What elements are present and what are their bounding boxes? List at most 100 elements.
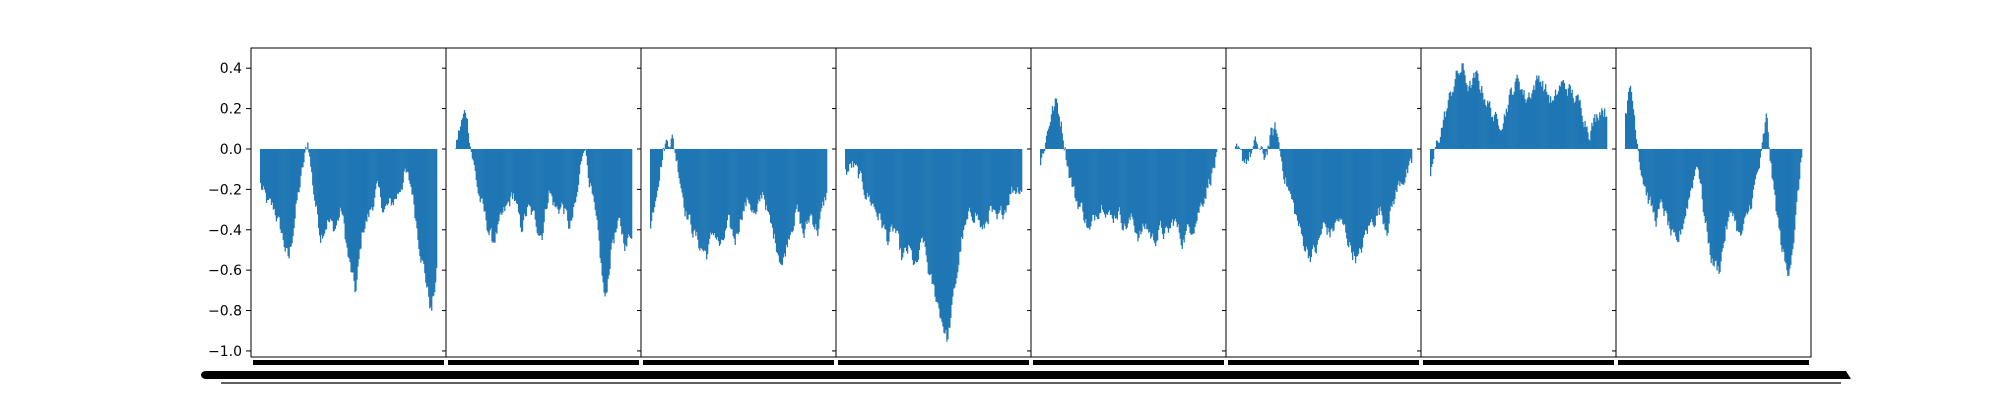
bar xyxy=(950,148,952,318)
bar xyxy=(846,148,849,172)
bar xyxy=(1443,111,1446,149)
bar xyxy=(1441,127,1444,149)
bar xyxy=(481,148,483,199)
bar xyxy=(961,148,963,238)
bar xyxy=(1530,98,1532,149)
bar xyxy=(1188,148,1190,227)
bar xyxy=(617,148,619,221)
bar xyxy=(1104,148,1107,218)
bar xyxy=(1249,148,1252,158)
bar xyxy=(1374,148,1376,226)
bar xyxy=(1799,148,1801,180)
bar xyxy=(1357,148,1360,254)
bar xyxy=(1100,148,1103,205)
bar xyxy=(1725,148,1727,227)
bar xyxy=(1431,148,1434,164)
bar xyxy=(686,148,688,220)
bar xyxy=(1493,114,1496,149)
bar xyxy=(1405,148,1407,178)
bar xyxy=(1527,97,1529,149)
bar xyxy=(862,148,864,190)
bar xyxy=(1456,70,1458,149)
bar xyxy=(1131,148,1133,217)
bar xyxy=(357,148,359,267)
bar xyxy=(1604,108,1606,149)
bar xyxy=(678,148,680,179)
bar xyxy=(1303,148,1306,251)
bar xyxy=(752,148,754,210)
bar xyxy=(1316,148,1318,245)
bar xyxy=(1587,132,1589,149)
bar xyxy=(1326,148,1328,235)
bar xyxy=(671,134,673,149)
bar xyxy=(334,148,337,229)
bar xyxy=(1055,98,1058,149)
bar xyxy=(1350,148,1352,246)
panel-7 xyxy=(1420,47,1617,365)
bar xyxy=(538,148,540,236)
bar xyxy=(545,148,547,210)
bar xyxy=(550,148,552,194)
bar xyxy=(463,110,466,149)
bar xyxy=(1801,148,1803,158)
bar xyxy=(1267,145,1269,149)
bar xyxy=(517,148,520,213)
bar xyxy=(1262,148,1264,154)
bar xyxy=(1346,148,1348,239)
bar xyxy=(702,148,704,251)
bar xyxy=(1577,94,1579,149)
bar xyxy=(1386,148,1388,236)
bar xyxy=(1383,148,1385,224)
x-tick-labels-overlap xyxy=(253,360,444,365)
bar xyxy=(1482,92,1484,149)
bar xyxy=(270,148,273,205)
bar xyxy=(415,148,417,221)
bar xyxy=(1713,148,1715,267)
bar xyxy=(778,148,781,263)
bar xyxy=(1250,148,1253,154)
bar xyxy=(1290,148,1292,194)
x-tick-labels-overlap xyxy=(1423,360,1614,365)
bar xyxy=(1269,135,1271,149)
bar xyxy=(1679,148,1681,232)
bar xyxy=(1478,80,1480,149)
bar xyxy=(424,148,426,274)
bar xyxy=(1773,148,1775,190)
bar xyxy=(1480,92,1482,149)
bar xyxy=(983,148,985,229)
bar xyxy=(748,148,750,203)
bar xyxy=(1143,148,1145,227)
bar xyxy=(666,140,668,149)
bar xyxy=(1539,81,1541,149)
bar xyxy=(1787,148,1789,277)
bar xyxy=(260,148,263,190)
bar xyxy=(607,148,609,280)
bar xyxy=(1388,148,1390,224)
bar xyxy=(397,148,399,194)
bar xyxy=(1162,148,1165,239)
bar xyxy=(1373,148,1375,228)
bar xyxy=(738,148,740,233)
bar xyxy=(1711,148,1713,259)
bar xyxy=(845,148,847,170)
bar xyxy=(1695,148,1698,167)
bar xyxy=(929,148,931,275)
bar xyxy=(502,148,504,213)
bar xyxy=(1769,148,1771,161)
bar xyxy=(398,148,400,193)
bar xyxy=(561,148,563,203)
bar xyxy=(1371,148,1373,223)
bar xyxy=(392,148,395,205)
bar xyxy=(431,148,433,311)
bar xyxy=(1264,148,1266,158)
bar xyxy=(881,148,883,229)
bar xyxy=(683,148,685,208)
bar xyxy=(379,148,382,198)
bar xyxy=(1330,148,1332,230)
bar xyxy=(1682,148,1684,230)
bar xyxy=(1263,148,1265,160)
bar xyxy=(593,148,595,203)
bar xyxy=(1541,86,1543,149)
bar xyxy=(354,148,356,293)
bar xyxy=(582,148,585,153)
